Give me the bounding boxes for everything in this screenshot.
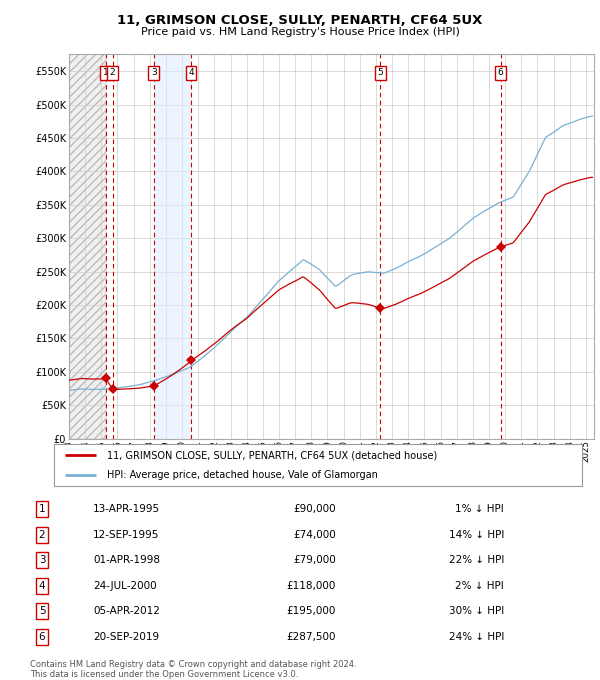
Text: 20-SEP-2019: 20-SEP-2019 bbox=[93, 632, 159, 642]
Text: 1: 1 bbox=[103, 69, 109, 78]
Text: £195,000: £195,000 bbox=[287, 606, 336, 616]
Text: 2: 2 bbox=[38, 530, 46, 540]
Text: 5: 5 bbox=[377, 69, 383, 78]
FancyBboxPatch shape bbox=[54, 444, 582, 486]
Text: 2: 2 bbox=[110, 69, 115, 78]
Text: 22% ↓ HPI: 22% ↓ HPI bbox=[449, 555, 504, 565]
Text: 11, GRIMSON CLOSE, SULLY, PENARTH, CF64 5UX (detached house): 11, GRIMSON CLOSE, SULLY, PENARTH, CF64 … bbox=[107, 450, 437, 460]
Text: 6: 6 bbox=[38, 632, 46, 642]
Text: £79,000: £79,000 bbox=[293, 555, 336, 565]
Text: Price paid vs. HM Land Registry's House Price Index (HPI): Price paid vs. HM Land Registry's House … bbox=[140, 27, 460, 37]
Text: 12-SEP-1995: 12-SEP-1995 bbox=[93, 530, 160, 540]
Text: 11, GRIMSON CLOSE, SULLY, PENARTH, CF64 5UX: 11, GRIMSON CLOSE, SULLY, PENARTH, CF64 … bbox=[118, 14, 482, 27]
Text: £287,500: £287,500 bbox=[287, 632, 336, 642]
Text: 24-JUL-2000: 24-JUL-2000 bbox=[93, 581, 157, 591]
Text: 1: 1 bbox=[38, 504, 46, 514]
Text: 1% ↓ HPI: 1% ↓ HPI bbox=[455, 504, 504, 514]
Bar bbox=[154, 54, 191, 439]
Text: Contains HM Land Registry data © Crown copyright and database right 2024.: Contains HM Land Registry data © Crown c… bbox=[30, 660, 356, 668]
Text: 3: 3 bbox=[38, 555, 46, 565]
Text: 4: 4 bbox=[188, 69, 194, 78]
Text: 3: 3 bbox=[151, 69, 157, 78]
Text: 14% ↓ HPI: 14% ↓ HPI bbox=[449, 530, 504, 540]
Text: 2% ↓ HPI: 2% ↓ HPI bbox=[455, 581, 504, 591]
Text: 5: 5 bbox=[38, 606, 46, 616]
Text: 13-APR-1995: 13-APR-1995 bbox=[93, 504, 160, 514]
Text: 6: 6 bbox=[498, 69, 503, 78]
Text: 30% ↓ HPI: 30% ↓ HPI bbox=[449, 606, 504, 616]
Text: £90,000: £90,000 bbox=[293, 504, 336, 514]
Text: 24% ↓ HPI: 24% ↓ HPI bbox=[449, 632, 504, 642]
Text: 05-APR-2012: 05-APR-2012 bbox=[93, 606, 160, 616]
Text: £118,000: £118,000 bbox=[287, 581, 336, 591]
Text: HPI: Average price, detached house, Vale of Glamorgan: HPI: Average price, detached house, Vale… bbox=[107, 470, 377, 480]
Text: £74,000: £74,000 bbox=[293, 530, 336, 540]
Text: 4: 4 bbox=[38, 581, 46, 591]
Text: This data is licensed under the Open Government Licence v3.0.: This data is licensed under the Open Gov… bbox=[30, 670, 298, 679]
Text: 01-APR-1998: 01-APR-1998 bbox=[93, 555, 160, 565]
